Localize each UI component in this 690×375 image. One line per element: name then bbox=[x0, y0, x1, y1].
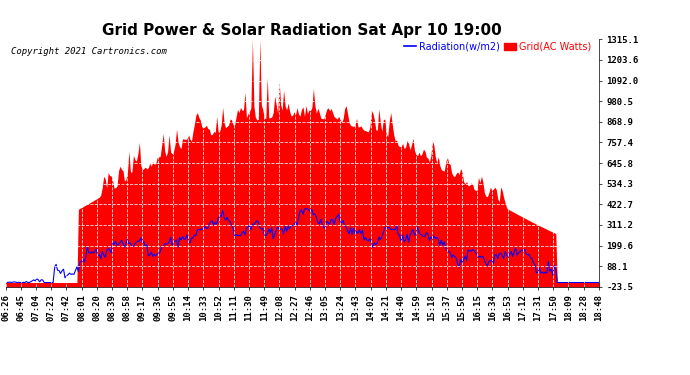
Legend: Radiation(w/m2), Grid(AC Watts): Radiation(w/m2), Grid(AC Watts) bbox=[404, 42, 591, 52]
Title: Grid Power & Solar Radiation Sat Apr 10 19:00: Grid Power & Solar Radiation Sat Apr 10 … bbox=[102, 23, 502, 38]
Text: Copyright 2021 Cartronics.com: Copyright 2021 Cartronics.com bbox=[12, 47, 168, 56]
